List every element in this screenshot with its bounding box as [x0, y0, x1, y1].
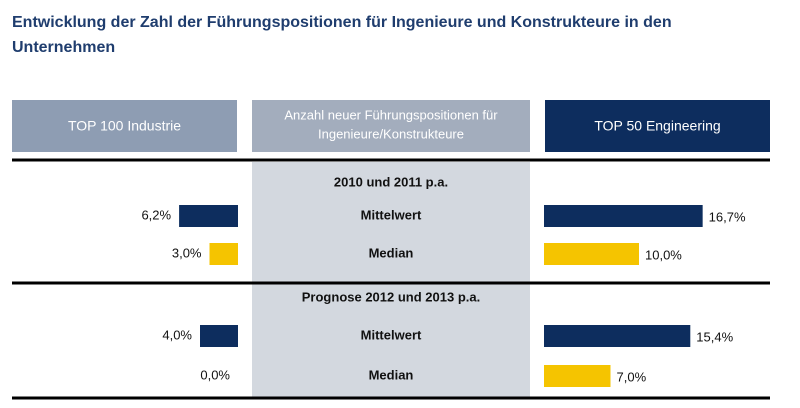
value-label: 6,2%	[141, 207, 171, 222]
value-label: 3,0%	[172, 245, 202, 260]
category-label: Median	[369, 367, 414, 382]
bar	[200, 325, 238, 347]
value-label: 7,0%	[617, 369, 647, 384]
bar	[179, 205, 238, 227]
group-label: Prognose 2012 und 2013 p.a.	[302, 289, 480, 304]
value-label: 0,0%	[200, 367, 230, 382]
group-label: 2010 und 2011 p.a.	[334, 174, 448, 189]
center-header: Anzahl neuer Führungspositionen für	[284, 107, 498, 122]
legend-label: TOP 50 Engineering	[594, 118, 720, 134]
category-label: Mittelwert	[361, 207, 422, 222]
header-box	[12, 100, 237, 152]
center-header: Ingenieure/Konstrukteure	[318, 126, 464, 141]
value-label: 16,7%	[709, 209, 746, 224]
center-header-box	[252, 100, 530, 152]
center-column	[252, 162, 530, 398]
value-label: 10,0%	[645, 247, 682, 262]
chart-title: Entwicklung der Zahl der Führungspositio…	[12, 14, 672, 56]
bar	[544, 365, 611, 387]
bar	[544, 325, 691, 347]
value-label: 15,4%	[696, 329, 733, 344]
bar	[209, 243, 238, 265]
legend-label: TOP 100 Industrie	[68, 118, 181, 134]
bar	[544, 243, 639, 265]
bar	[544, 205, 703, 227]
value-label: 4,0%	[162, 327, 192, 342]
category-label: Median	[369, 245, 414, 260]
category-label: Mittelwert	[361, 327, 422, 342]
header-box	[545, 100, 770, 152]
